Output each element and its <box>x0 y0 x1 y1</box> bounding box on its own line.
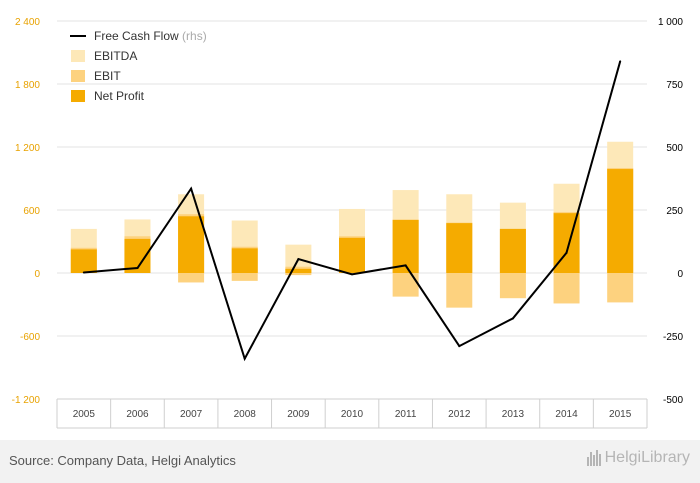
bar-ebit-negative- <box>178 273 205 283</box>
line-point <box>190 187 193 190</box>
x-tick-label: 2005 <box>73 409 96 420</box>
legend-label-suffix: (rhs) <box>179 29 207 43</box>
x-tick-label: 2007 <box>180 409 203 420</box>
x-tick-label: 2012 <box>448 409 471 420</box>
y-left-tick-label: 1 200 <box>15 143 40 154</box>
line-point <box>136 266 139 269</box>
x-tick-label: 2015 <box>609 409 632 420</box>
x-tick-label: 2010 <box>341 409 364 420</box>
line-point <box>82 271 85 274</box>
x-tick-label: 2006 <box>126 409 149 420</box>
bar-net-profit <box>392 219 419 273</box>
line-point <box>458 345 461 348</box>
line-point <box>565 251 568 254</box>
line-point <box>511 317 514 320</box>
y-right-tick-label: 500 <box>666 143 683 154</box>
y-left-tick-label: -1 200 <box>12 395 41 406</box>
footer: Source: Company Data, Helgi Analytics He… <box>0 440 700 483</box>
bar-ebit-negative- <box>553 273 580 304</box>
bar-net-profit <box>231 248 258 273</box>
bar-ebit-negative- <box>446 273 473 308</box>
x-tick-label: 2008 <box>234 409 257 420</box>
source-note: Source: Company Data, Helgi Analytics <box>9 453 236 468</box>
x-tick-label: 2011 <box>395 409 417 420</box>
legend-box-marker <box>71 90 85 102</box>
line-point <box>243 357 246 360</box>
x-tick-label: 2014 <box>555 409 578 420</box>
bar-ebit-negative- <box>499 273 526 299</box>
chart: -1 200 -600 0 600 1 200 1 800 2 400 -500 -250 0 25… <box>12 17 683 429</box>
bar-net-profit <box>339 237 365 273</box>
legend-box-marker <box>71 50 85 62</box>
y-right-tick-label: 0 <box>677 269 683 280</box>
legend-label: Net Profit <box>94 89 145 103</box>
y-left-tick-label: 1 800 <box>15 80 40 91</box>
y-left-tick-label: 0 <box>34 269 40 280</box>
bar-ebit-negative- <box>285 273 312 276</box>
bar-net-profit <box>446 223 473 273</box>
legend-box-marker <box>71 70 85 82</box>
bar-net-profit <box>285 268 312 273</box>
x-tick-label: 2013 <box>502 409 525 420</box>
helgi-library-logo[interactable]: HelgiLibrary <box>586 449 690 467</box>
line-point <box>297 258 300 261</box>
y-right-tick-label: 250 <box>666 206 683 217</box>
line-point <box>404 264 407 267</box>
bar-ebit-negative- <box>607 273 634 303</box>
legend-label: EBITDA <box>94 49 137 63</box>
line-point <box>351 273 353 276</box>
bar-net-profit <box>499 228 526 273</box>
logo-text: HelgiLibrary <box>604 449 690 466</box>
y-right-tick-label: 1 000 <box>658 17 683 28</box>
library-books-icon <box>586 450 601 466</box>
x-tick-label: 2009 <box>287 409 310 420</box>
y-left-tick-label: 600 <box>23 206 40 217</box>
legend-label: EBIT <box>94 69 121 83</box>
bar-net-profit <box>70 249 97 273</box>
y-left-tick-label: 2 400 <box>15 17 40 28</box>
y-right-tick-label: 750 <box>666 80 683 91</box>
line-point <box>619 60 622 63</box>
y-right-tick-label: -500 <box>663 395 683 406</box>
bar-net-profit <box>178 216 205 273</box>
bar-net-profit <box>607 169 634 273</box>
bar-ebit-negative- <box>231 273 258 281</box>
bar-ebit-negative- <box>392 273 419 297</box>
y-right-tick-label: -250 <box>663 332 683 343</box>
y-left-tick-label: -600 <box>20 332 40 343</box>
legend-label: Free Cash Flow (rhs) <box>94 29 207 43</box>
